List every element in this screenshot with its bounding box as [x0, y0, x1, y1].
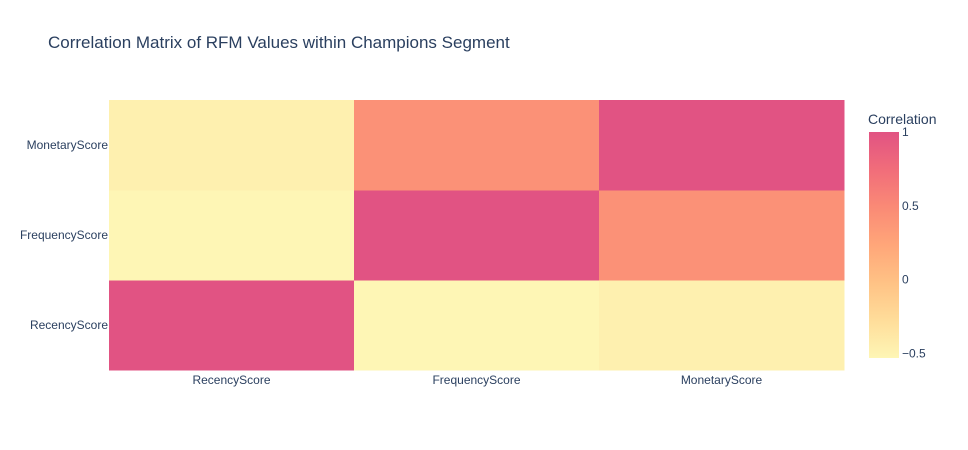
- heatmap-cell-RecencyScore-MonetaryScore: [599, 280, 845, 371]
- chart-title: Correlation Matrix of RFM Values within …: [48, 33, 510, 52]
- heatmap-cells: [109, 100, 845, 371]
- y-axis-ticks: RecencyScore FrequencyScore MonetaryScore: [20, 138, 108, 332]
- heatmap-cell-RecencyScore-RecencyScore: [109, 280, 355, 371]
- heatmap-cell-FrequencyScore-RecencyScore: [109, 190, 355, 281]
- y-tick-label: MonetaryScore: [27, 138, 109, 152]
- x-axis-ticks: RecencyScore FrequencyScore MonetaryScore: [192, 373, 762, 387]
- colorbar-ticks: 1 0.5 0 −0.5: [902, 125, 926, 361]
- colorbar-title: Correlation: [868, 111, 936, 127]
- colorbar-tick-label: 0.5: [902, 199, 919, 213]
- colorbar-gradient: [869, 132, 899, 358]
- heatmap-cell-FrequencyScore-FrequencyScore: [354, 190, 600, 281]
- heatmap-cell-FrequencyScore-MonetaryScore: [599, 190, 845, 281]
- x-tick-label: MonetaryScore: [681, 373, 763, 387]
- x-tick-label: FrequencyScore: [432, 373, 520, 387]
- y-tick-label: FrequencyScore: [20, 228, 108, 242]
- x-tick-label: RecencyScore: [192, 373, 270, 387]
- colorbar: Correlation 1 0.5 0 −0.5: [868, 111, 936, 361]
- heatmap-cell-MonetaryScore-MonetaryScore: [599, 100, 845, 191]
- colorbar-tick-label: 0: [902, 273, 909, 287]
- heatmap-cell-MonetaryScore-FrequencyScore: [354, 100, 600, 191]
- colorbar-tick-label: 1: [902, 125, 909, 139]
- heatmap-cell-RecencyScore-FrequencyScore: [354, 280, 600, 371]
- heatmap-cell-MonetaryScore-RecencyScore: [109, 100, 355, 191]
- y-tick-label: RecencyScore: [30, 318, 108, 332]
- colorbar-tick-label: −0.5: [902, 347, 926, 361]
